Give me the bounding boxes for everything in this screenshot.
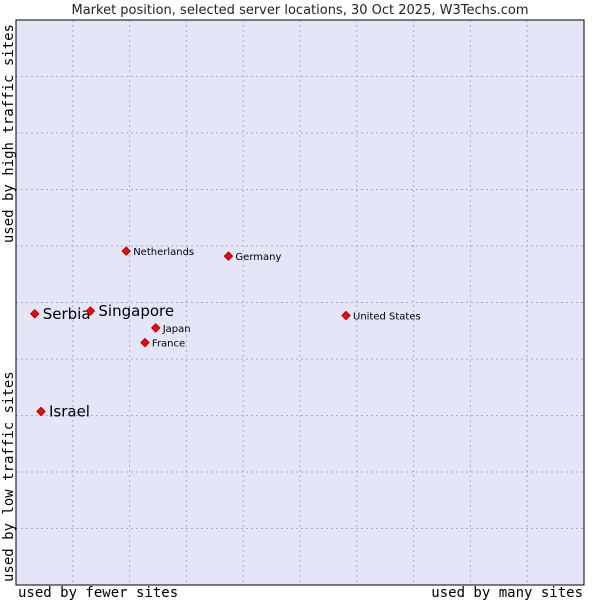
point-label-serbia: Serbia bbox=[43, 305, 91, 323]
point-marker-france bbox=[140, 337, 150, 348]
point-label-germany: Germany bbox=[235, 252, 281, 263]
y-axis-label-top: used by high traffic sites bbox=[1, 24, 17, 243]
data-point-france: France bbox=[140, 337, 185, 350]
plot-border bbox=[15, 19, 585, 586]
chart-title: Market position, selected server locatio… bbox=[71, 3, 528, 18]
data-point-serbia: Serbia bbox=[29, 305, 91, 323]
point-marker-serbia bbox=[29, 309, 40, 319]
grid-lines bbox=[16, 20, 584, 585]
data-point-israel: Israel bbox=[36, 403, 90, 421]
y-axis-label-bottom: used by low traffic sites bbox=[1, 371, 17, 582]
data-point-united-states: United States bbox=[341, 310, 421, 322]
point-label-singapore: Singapore bbox=[98, 302, 174, 320]
x-axis-label-left: used by fewer sites bbox=[18, 585, 178, 600]
data-point-netherlands: Netherlands bbox=[121, 246, 194, 258]
point-marker-germany bbox=[223, 251, 234, 261]
point-label-france: France bbox=[152, 339, 185, 350]
point-label-israel: Israel bbox=[49, 403, 90, 421]
data-point-japan: Japan bbox=[150, 323, 191, 335]
data-points: Netherlands Germany Serbia Singapore Japan Fr… bbox=[29, 246, 421, 421]
point-marker-united-states bbox=[341, 310, 351, 321]
point-label-japan: Japan bbox=[162, 324, 191, 335]
point-label-united-states: United States bbox=[353, 311, 421, 322]
point-marker-netherlands bbox=[121, 246, 131, 256]
x-axis-label-right: used by many sites bbox=[431, 585, 583, 600]
point-marker-israel bbox=[36, 406, 46, 417]
data-point-germany: Germany bbox=[223, 251, 281, 263]
point-label-netherlands: Netherlands bbox=[133, 247, 194, 258]
point-marker-singapore bbox=[85, 306, 96, 316]
point-marker-japan bbox=[150, 323, 161, 333]
data-point-singapore: Singapore bbox=[85, 302, 174, 320]
